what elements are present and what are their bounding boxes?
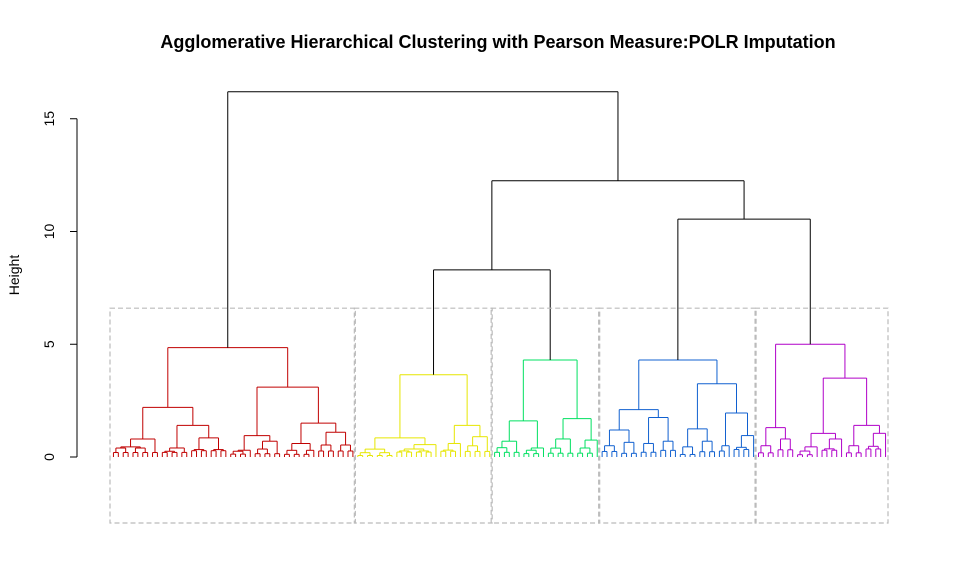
cluster-box-3 bbox=[490, 307, 601, 524]
cluster-boxes bbox=[109, 307, 889, 524]
y-tick-label-5: 5 bbox=[41, 340, 57, 348]
y-axis-label: Height bbox=[6, 255, 22, 296]
cluster-box-4 bbox=[598, 307, 757, 524]
cluster-box-1 bbox=[109, 307, 356, 524]
y-tick-label-15: 15 bbox=[41, 111, 57, 127]
y-tick-label-0: 0 bbox=[41, 453, 57, 461]
cluster-box-2 bbox=[353, 307, 493, 524]
y-tick-label-10: 10 bbox=[41, 224, 57, 240]
chart-title: Agglomerative Hierarchical Clustering wi… bbox=[160, 32, 835, 52]
dendrogram-links bbox=[112, 91, 887, 457]
y-axis: 0 5 10 15 bbox=[41, 111, 78, 461]
cluster-box-5 bbox=[754, 307, 889, 524]
